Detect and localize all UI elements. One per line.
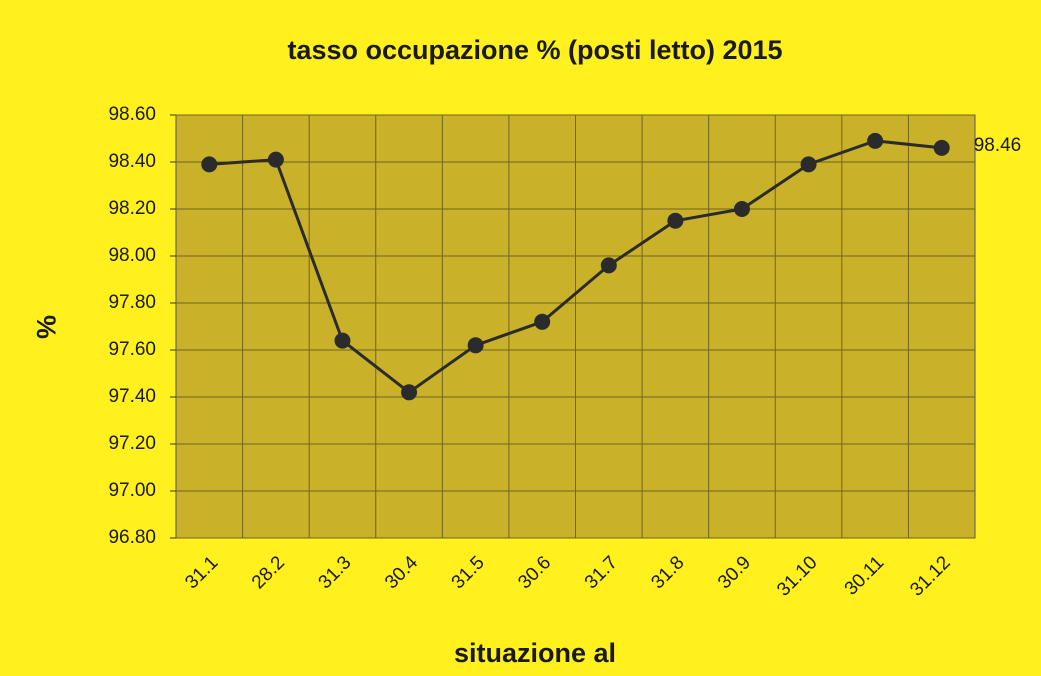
y-tick-label: 97.40 bbox=[108, 386, 156, 407]
marker bbox=[867, 132, 884, 149]
y-axis-label: % bbox=[31, 315, 61, 339]
y-tick-label: 97.20 bbox=[108, 433, 156, 454]
marker bbox=[467, 337, 484, 354]
x-tick-label: 31.3 bbox=[315, 552, 356, 593]
x-tick-label: 31.8 bbox=[647, 552, 688, 593]
marker bbox=[600, 257, 617, 274]
x-tick-label: 31.1 bbox=[181, 552, 222, 593]
marker bbox=[267, 151, 284, 168]
y-tick-label: 97.60 bbox=[108, 339, 156, 360]
y-tick-label: 98.20 bbox=[108, 198, 156, 219]
y-tick-label: 97.00 bbox=[108, 480, 156, 501]
marker bbox=[534, 313, 551, 330]
y-tick-label: 97.80 bbox=[108, 292, 156, 313]
x-tick-label: 30.6 bbox=[514, 552, 555, 593]
marker bbox=[201, 156, 218, 173]
chart-title: tasso occupazione % (posti letto) 2015 bbox=[287, 35, 782, 65]
x-tick-label: 31.7 bbox=[581, 552, 622, 593]
y-tick-label: 98.40 bbox=[108, 151, 156, 172]
y-tick-label: 96.80 bbox=[108, 527, 156, 548]
series-line bbox=[209, 139, 942, 395]
marker bbox=[733, 201, 750, 217]
y-tick-label: 98.60 bbox=[108, 104, 156, 125]
x-tick-label: 30.9 bbox=[714, 552, 755, 593]
x-tick-label: 31.12 bbox=[906, 552, 954, 600]
marker bbox=[667, 212, 684, 229]
y-tick-label: 98.00 bbox=[108, 245, 156, 266]
data-label: 98.46 bbox=[974, 135, 1022, 156]
x-tick-label: 30.11 bbox=[841, 552, 888, 599]
marker bbox=[933, 139, 950, 156]
x-tick-label: 31.10 bbox=[773, 552, 821, 600]
marker bbox=[334, 332, 351, 349]
x-axis-label: situazione al bbox=[454, 638, 616, 668]
marker bbox=[401, 384, 418, 401]
x-tick-label: 31.5 bbox=[448, 552, 489, 593]
x-tick-label: 28.2 bbox=[248, 552, 289, 593]
marker bbox=[800, 156, 817, 173]
x-tick-label: 30.4 bbox=[381, 552, 422, 593]
